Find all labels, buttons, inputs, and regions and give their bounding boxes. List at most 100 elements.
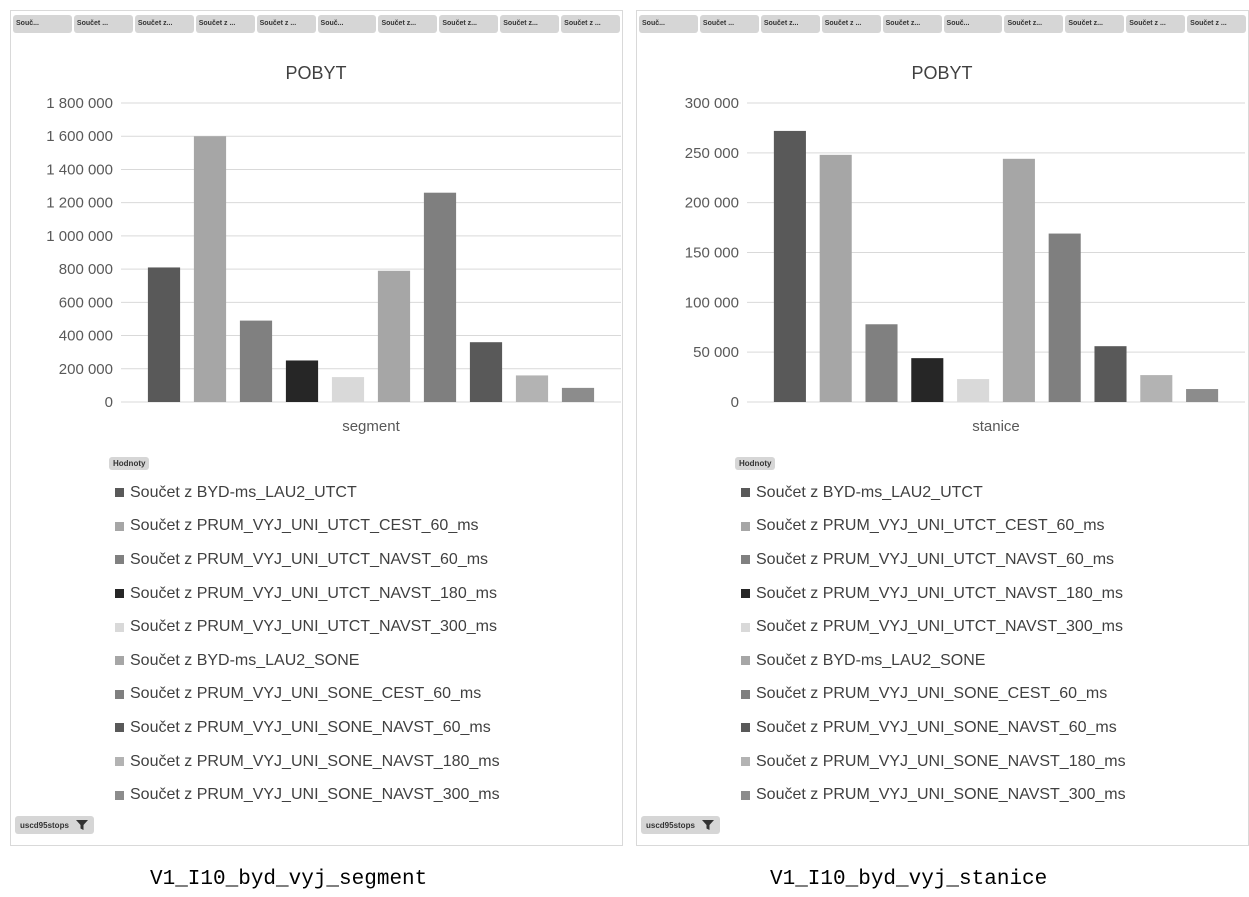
legend-swatch [741,622,750,632]
filter-field-label: uscd95stops [646,820,695,830]
legend-label: Součet z PRUM_VYJ_UNI_SONE_NAVST_60_ms [130,718,491,736]
field-tab[interactable]: Součet z ... [256,15,316,33]
field-button-bar: Souč... Součet ... Součet z... Součet z ...… [13,15,620,33]
field-tab[interactable]: Součet z... [760,15,820,33]
y-tick-label: 400 000 [59,328,113,345]
legend-item: Součet z PRUM_VYJ_UNI_UTCT_NAVST_180_ms [741,577,1126,611]
field-tab[interactable]: Součet z ... [195,15,255,33]
bar[interactable] [957,379,990,402]
filter-field-label: uscd95stops [20,820,69,830]
field-tab[interactable]: Součet z... [134,15,194,33]
bar[interactable] [469,342,503,402]
legend-item: Součet z PRUM_VYJ_UNI_UTCT_CEST_60_ms [741,510,1126,544]
values-field-button[interactable]: Hodnoty [735,457,776,470]
bar[interactable] [147,267,181,402]
legend-label: Součet z PRUM_VYJ_UNI_UTCT_NAVST_60_ms [130,550,489,568]
field-tab[interactable]: Součet z ... [561,15,620,33]
y-tick-label: 1 000 000 [46,228,113,245]
legend-swatch [115,757,124,767]
bar[interactable] [819,154,852,402]
chart-title: POBYT [285,63,346,83]
field-tab[interactable]: Součet z ... [821,15,881,33]
legend-item: Součet z PRUM_VYJ_UNI_UTCT_NAVST_300_ms [741,610,1126,644]
bar[interactable] [1048,233,1081,402]
legend-item: Součet z PRUM_VYJ_UNI_UTCT_NAVST_180_ms [115,577,500,611]
field-tab[interactable]: Součet z ... [1126,15,1186,33]
field-button-bar: Souč... Součet ... Součet z... Součet z ...… [639,15,1246,33]
y-tick-label: 0 [731,394,739,411]
field-tab[interactable]: Součet z... [1065,15,1125,33]
legend-label: Součet z BYD-ms_LAU2_UTCT [756,483,983,501]
field-tab[interactable]: Souč... [317,15,377,33]
bar[interactable] [561,387,595,402]
field-tab[interactable]: Součet ... [699,15,759,33]
bar[interactable] [193,136,227,402]
legend-swatch [741,757,750,767]
y-tick-label: 600 000 [59,294,113,311]
legend-label: Součet z BYD-ms_LAU2_SONE [756,651,986,669]
bar[interactable] [285,360,319,402]
y-tick-label: 800 000 [59,261,113,278]
legend-swatch [741,589,750,599]
y-tick-label: 200 000 [59,361,113,378]
field-tab[interactable]: Součet z... [439,15,499,33]
field-tab[interactable]: Součet z... [882,15,942,33]
bar[interactable] [773,130,806,402]
bar[interactable] [1002,158,1035,402]
legend-item: Součet z PRUM_VYJ_UNI_SONE_CEST_60_ms [741,678,1126,712]
field-tab[interactable]: Souč... [639,15,698,33]
legend-item: Součet z PRUM_VYJ_UNI_SONE_CEST_60_ms [115,678,500,712]
legend-item: Součet z PRUM_VYJ_UNI_SONE_NAVST_300_ms [741,778,1126,812]
field-tab[interactable]: Souč... [13,15,72,33]
filter-icon[interactable] [75,819,89,831]
values-field-button[interactable]: Hodnoty [109,457,150,470]
legend-item: Součet z BYD-ms_LAU2_SONE [741,644,1126,678]
field-tab[interactable]: Souč... [943,15,1003,33]
bar[interactable] [1186,389,1219,402]
legend-label: Součet z PRUM_VYJ_UNI_SONE_NAVST_300_ms [756,786,1126,804]
x-category-label: segment [342,418,400,435]
bar-chart: POBYT 0 50 000 100 000 150 000 200 000 250 000… [685,63,1245,435]
legend-item: Součet z PRUM_VYJ_UNI_SONE_NAVST_300_ms [115,778,500,812]
legend-swatch [741,656,750,666]
legend-swatch [741,723,750,733]
bar[interactable] [331,377,365,402]
legend-swatch [115,689,124,699]
legend-swatch [115,589,124,599]
caption-segment: V1_I10_byd_vyj_segment [150,868,428,891]
legend-item: Součet z BYD-ms_LAU2_SONE [115,644,500,678]
legend-item: Součet z PRUM_VYJ_UNI_SONE_NAVST_60_ms [115,711,500,745]
field-tab[interactable]: Součet z... [378,15,438,33]
bar[interactable] [1140,375,1173,402]
legend-swatch [741,790,750,800]
legend-item: Součet z BYD-ms_LAU2_UTCT [741,476,1126,510]
bar[interactable] [239,320,273,402]
field-tab[interactable]: Součet ... [73,15,133,33]
legend-item: Součet z PRUM_VYJ_UNI_UTCT_NAVST_60_ms [115,543,500,577]
legend-swatch [115,723,124,733]
legend-item: Součet z PRUM_VYJ_UNI_UTCT_NAVST_300_ms [115,610,500,644]
bar[interactable] [423,192,457,402]
chart-legend: Součet z BYD-ms_LAU2_UTCT Součet z PRUM_V… [741,476,1126,812]
legend-swatch [115,656,124,666]
legend-label: Součet z PRUM_VYJ_UNI_UTCT_NAVST_60_ms [756,550,1115,568]
field-tab[interactable]: Součet z... [500,15,560,33]
filter-icon[interactable] [701,819,715,831]
legend-label: Součet z PRUM_VYJ_UNI_UTCT_NAVST_180_ms [756,584,1123,602]
bar[interactable] [515,375,549,402]
field-tab[interactable]: Součet z ... [1187,15,1246,33]
chart-title: POBYT [911,63,972,83]
y-tick-label: 1 800 000 [46,95,113,112]
filter-field-button[interactable]: uscd95stops [641,816,720,834]
pivot-chart-stanice: Souč... Součet ... Součet z... Součet z ...… [636,10,1249,846]
legend-label: Součet z PRUM_VYJ_UNI_UTCT_NAVST_300_ms [756,618,1123,636]
y-tick-label: 1 600 000 [46,128,113,145]
bar[interactable] [865,324,898,402]
filter-field-button[interactable]: uscd95stops [15,816,94,834]
legend-label: Součet z BYD-ms_LAU2_UTCT [130,483,357,501]
bar[interactable] [1094,346,1127,402]
bar[interactable] [377,270,411,402]
field-tab[interactable]: Součet z... [1004,15,1064,33]
y-tick-label: 1 400 000 [46,161,113,178]
bar[interactable] [911,358,944,402]
